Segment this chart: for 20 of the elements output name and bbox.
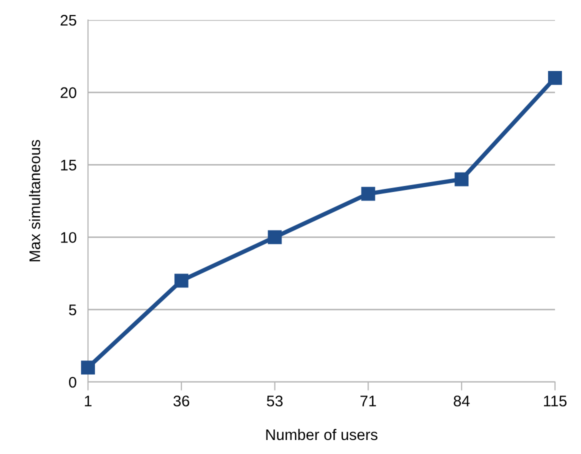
y-tick-label: 15 [61, 160, 76, 170]
y-axis-title: Max simultaneous [28, 140, 40, 262]
point [548, 70, 562, 85]
point [361, 186, 376, 201]
y-tick-label: 5 [69, 304, 76, 316]
x-tick-label: 53 [266, 396, 283, 406]
y-tick-label: 0 [68, 376, 76, 388]
x-tick-label: 84 [454, 396, 470, 406]
point [268, 230, 282, 244]
point [81, 360, 95, 374]
x-tick-label: 1 [84, 396, 92, 406]
x-tick-label: 36 [173, 396, 190, 406]
y-tick-label: 25 [60, 14, 76, 26]
point [174, 274, 188, 288]
x-axis-title: Number of users [266, 428, 378, 440]
x-tick-label: 71 [360, 396, 376, 406]
x-tick-label: 115 [544, 396, 567, 406]
y-tick-label: 10 [61, 232, 76, 243]
point [454, 172, 469, 186]
y-tick-label: 20 [60, 87, 76, 98]
